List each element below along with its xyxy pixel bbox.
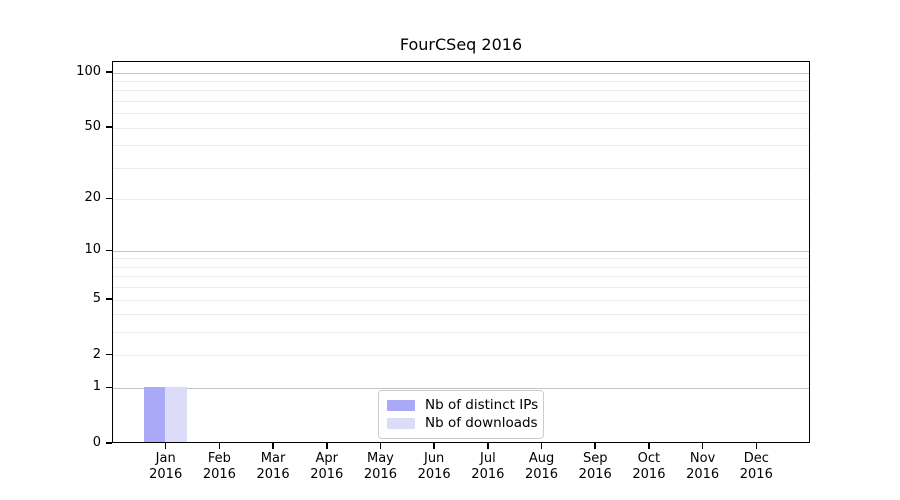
x-tick-label-year: 2016 — [524, 466, 559, 482]
gridline-minor-30 — [113, 167, 809, 169]
x-tick-label-month: May — [367, 451, 394, 466]
legend-swatch-downloads-icon — [387, 417, 415, 429]
gridline-minor-3 — [113, 332, 809, 334]
y-axis-tick-100 — [106, 71, 112, 73]
y-axis-tick-10 — [106, 249, 112, 252]
legend-item-downloads: Nb of downloads — [387, 414, 538, 432]
gridline-minor-40 — [113, 145, 809, 147]
x-axis-tick-10 — [701, 443, 704, 449]
gridline-minor-9 — [113, 258, 809, 260]
x-tick-label-month: Jan — [155, 451, 176, 466]
y-axis-tick-20 — [106, 197, 112, 200]
x-tick-label-1: Feb 2016 — [187, 451, 251, 482]
gridline-minor-50 — [113, 127, 809, 129]
x-tick-label-month: Aug — [528, 451, 555, 466]
y-tick-label-1: 1 — [92, 379, 101, 395]
gridline-minor-80 — [113, 90, 809, 92]
gridline-major-100 — [113, 72, 809, 74]
y-tick-label-100: 100 — [76, 64, 101, 80]
x-tick-label-year: 2016 — [471, 466, 505, 482]
x-axis-tick-7 — [540, 443, 543, 449]
x-tick-label-year: 2016 — [417, 466, 451, 482]
x-tick-label-4: May 2016 — [348, 451, 412, 482]
x-tick-label-month: Jul — [480, 451, 496, 466]
x-tick-label-month: Nov — [689, 451, 716, 466]
gridline-minor-60 — [113, 113, 809, 115]
legend-item-distinct-ips: Nb of distinct IPs — [387, 396, 539, 414]
x-axis-tick-11 — [755, 443, 758, 449]
legend-label-distinct-ips: Nb of distinct IPs — [425, 397, 539, 413]
gridline-minor-8 — [113, 266, 809, 268]
legend: Nb of distinct IPs Nb of downloads — [378, 390, 544, 439]
y-axis-tick-5 — [106, 298, 112, 300]
y-axis-tick-0 — [106, 442, 112, 444]
y-tick-label-2: 2 — [92, 346, 101, 362]
x-tick-label-year: 2016 — [363, 466, 397, 482]
x-tick-label-month: Jun — [423, 451, 445, 466]
x-axis-tick-1 — [218, 443, 221, 449]
x-tick-label-month: Sep — [582, 451, 608, 466]
x-tick-label-year: 2016 — [632, 466, 666, 482]
bar-nb-of-distinct-ips-0 — [143, 386, 166, 443]
legend-label-downloads: Nb of downloads — [425, 415, 538, 431]
x-tick-label-6: Jul 2016 — [456, 451, 520, 482]
bar-nb-of-downloads-0 — [165, 386, 187, 443]
x-tick-label-0: Jan 2016 — [134, 451, 198, 482]
gridline-minor-70 — [113, 100, 809, 102]
x-tick-label-year: 2016 — [149, 466, 183, 482]
x-tick-label-year: 2016 — [739, 466, 773, 482]
gridline-major-1 — [113, 387, 809, 389]
x-tick-label-11: Dec 2016 — [724, 451, 788, 482]
x-tick-label-7: Aug 2016 — [510, 451, 574, 482]
y-axis-tick-2 — [106, 353, 112, 356]
gridline-minor-2 — [113, 355, 809, 357]
chart-title: FourCSeq 2016 — [399, 35, 523, 54]
gridline-minor-6 — [113, 287, 809, 289]
x-tick-label-month: Feb — [207, 451, 231, 466]
x-tick-label-3: Apr 2016 — [295, 451, 359, 482]
y-tick-label-20: 20 — [84, 190, 101, 206]
x-tick-label-month: Oct — [637, 451, 661, 466]
y-tick-label-5: 5 — [92, 291, 101, 306]
x-tick-label-year: 2016 — [256, 466, 290, 482]
x-tick-label-8: Sep 2016 — [563, 451, 627, 482]
x-axis-tick-9 — [648, 443, 650, 449]
y-axis-tick-50 — [106, 126, 112, 128]
x-axis-tick-5 — [433, 443, 435, 449]
x-tick-label-9: Oct 2016 — [617, 451, 681, 482]
gridline-minor-90 — [113, 81, 809, 82]
x-axis-tick-2 — [272, 443, 274, 449]
x-axis-tick-8 — [594, 443, 596, 449]
y-tick-label-10: 10 — [84, 242, 101, 258]
gridline-minor-5 — [113, 299, 809, 301]
plot-area: Nb of distinct IPs Nb of downloads — [112, 61, 810, 443]
y-tick-label-0: 0 — [92, 435, 101, 450]
x-tick-label-10: Nov 2016 — [671, 451, 735, 482]
x-axis-tick-4 — [379, 443, 382, 449]
gridline-minor-7 — [113, 276, 809, 278]
x-axis-tick-6 — [487, 443, 489, 449]
x-tick-label-year: 2016 — [310, 466, 344, 482]
x-axis-tick-3 — [326, 443, 328, 449]
x-axis-tick-0 — [164, 443, 167, 449]
x-tick-label-month: Apr — [315, 451, 339, 466]
y-tick-label-50: 50 — [84, 119, 101, 135]
y-axis-tick-1 — [106, 386, 112, 389]
x-tick-label-month: Mar — [260, 451, 286, 466]
x-tick-label-year: 2016 — [202, 466, 236, 482]
gridline-minor-4 — [113, 314, 809, 316]
x-tick-label-2: Mar 2016 — [241, 451, 305, 482]
x-tick-label-year: 2016 — [578, 466, 612, 482]
gridline-minor-20 — [113, 198, 809, 200]
gridline-major-10 — [113, 250, 809, 252]
x-tick-label-year: 2016 — [686, 466, 720, 482]
legend-swatch-distinct-ips-icon — [387, 399, 415, 411]
x-tick-label-month: Dec — [743, 451, 769, 466]
x-tick-label-5: Jun 2016 — [402, 451, 466, 482]
